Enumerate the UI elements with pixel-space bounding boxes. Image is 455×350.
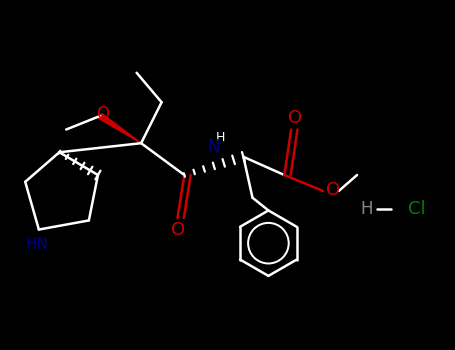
Text: O: O <box>326 181 340 199</box>
Text: H: H <box>360 200 373 218</box>
Text: N: N <box>207 138 220 156</box>
Text: O: O <box>172 220 186 239</box>
Text: O: O <box>288 109 302 127</box>
Text: O: O <box>96 105 109 122</box>
Polygon shape <box>99 113 141 143</box>
Text: H: H <box>216 131 225 144</box>
Text: Cl: Cl <box>408 200 425 218</box>
Text: HN: HN <box>25 237 48 252</box>
